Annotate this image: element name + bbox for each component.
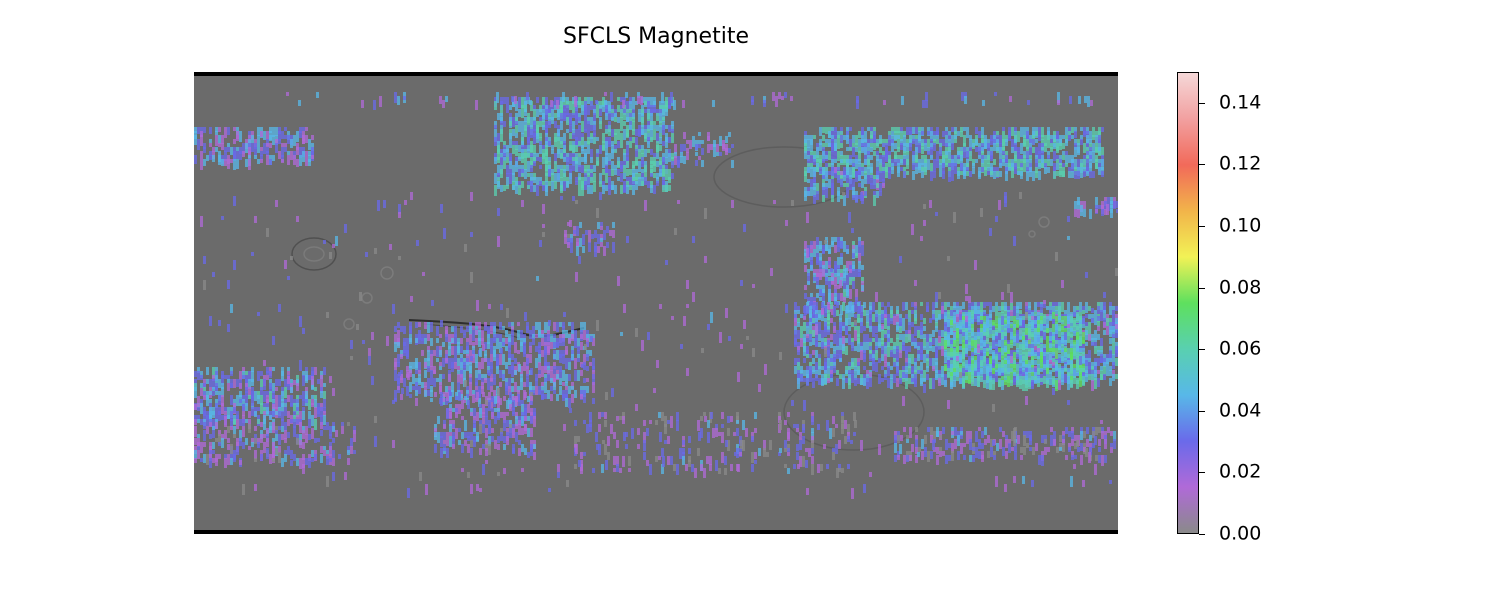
colorbar-tick — [1199, 164, 1205, 166]
map-canvas — [194, 72, 1118, 534]
colorbar-tick-label: 0.00 — [1219, 522, 1262, 545]
colorbar-tick-label: 0.02 — [1219, 460, 1262, 483]
volcano-1 — [380, 266, 394, 280]
colorbar-gradient — [1178, 73, 1198, 533]
colorbar-tick — [1199, 226, 1205, 227]
colorbar-tick-label: 0.04 — [1219, 399, 1262, 422]
colorbar-tick — [1199, 349, 1205, 351]
colorbar-tick — [1199, 410, 1205, 412]
colorbar-tick — [1199, 102, 1205, 104]
colorbar-tick-label: 0.06 — [1219, 337, 1262, 360]
small-volcano — [1028, 230, 1036, 238]
map-top-edge — [194, 72, 1118, 76]
mars-map — [194, 72, 1118, 534]
colorbar — [1177, 72, 1199, 534]
colorbar-tick — [1199, 534, 1205, 535]
colorbar-tick-label: 0.08 — [1219, 276, 1262, 299]
map-bottom-edge — [194, 530, 1118, 534]
colorbar-tick — [1199, 287, 1205, 289]
olympus-caldera — [303, 246, 325, 262]
colorbar-tick — [1199, 472, 1205, 474]
colorbar-tick-label: 0.10 — [1219, 214, 1262, 237]
map-title: SFCLS Magnetite — [562, 24, 749, 49]
elysium-mons — [1038, 216, 1050, 228]
magnetite-abundance-overlay — [194, 92, 1118, 499]
colorbar-tick-label: 0.14 — [1219, 91, 1262, 114]
colorbar-tick-label: 0.12 — [1219, 152, 1262, 175]
olympus-mons — [291, 237, 337, 271]
volcano-3 — [343, 318, 355, 330]
